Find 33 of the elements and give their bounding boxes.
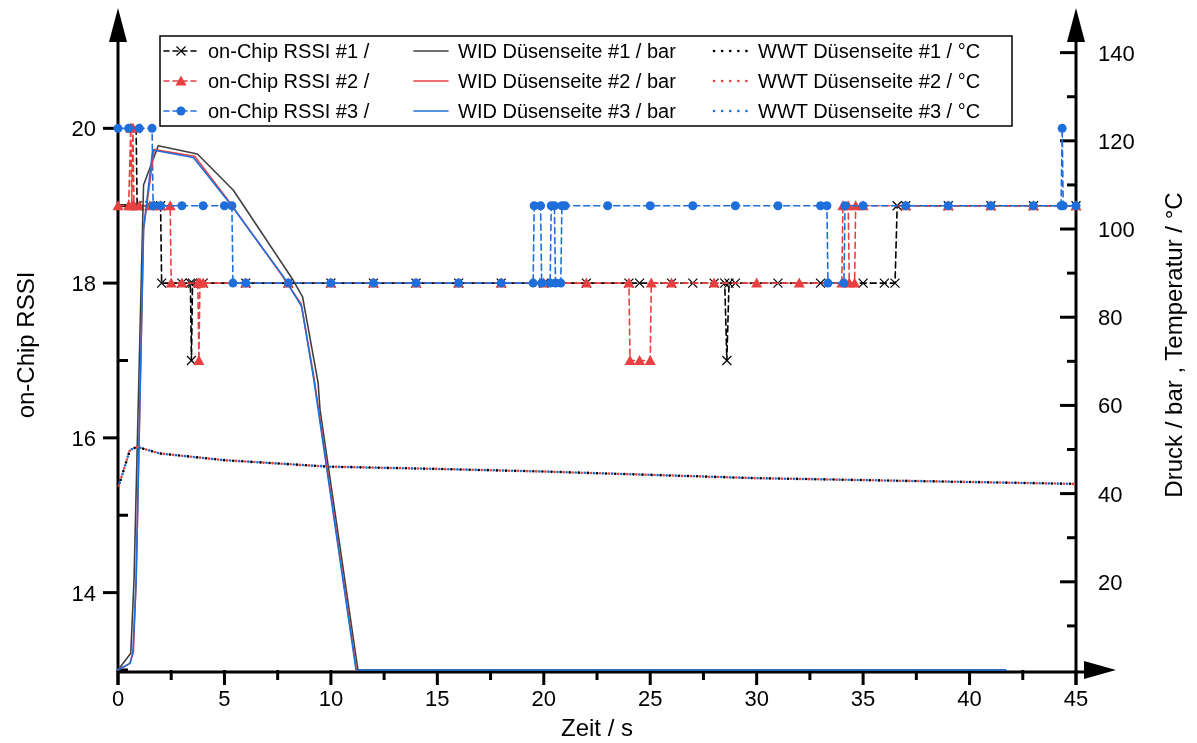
legend-label: WWT Düsenseite #1 / °C bbox=[758, 40, 981, 62]
y-tick-label: 18 bbox=[71, 271, 96, 297]
x-tick-label: 35 bbox=[850, 686, 876, 711]
y-axis-title: on-Chip RSSI bbox=[12, 271, 39, 419]
x-tick-label: 10 bbox=[318, 686, 344, 711]
legend-label: WWT Düsenseite #3 / °C bbox=[758, 100, 981, 122]
legend-label: on-Chip RSSI #1 / bbox=[208, 40, 370, 62]
legend-label: WWT Düsenseite #2 / °C bbox=[758, 70, 981, 92]
legend-label: WID Düsenseite #3 / bar bbox=[458, 100, 677, 122]
x-tick-label: 45 bbox=[1063, 686, 1089, 711]
y2-tick-label: 100 bbox=[1098, 217, 1135, 243]
x-tick-label: 20 bbox=[531, 686, 557, 711]
x-tick-label: 5 bbox=[218, 686, 231, 711]
y-tick-label: 16 bbox=[71, 425, 96, 451]
x-tick-label: 30 bbox=[744, 686, 769, 711]
x-tick-label: 25 bbox=[637, 686, 663, 711]
x-axis-title: Zeit / s bbox=[560, 714, 634, 741]
legend-label: WID Düsenseite #1 / bar bbox=[458, 40, 677, 62]
y2-tick-label: 120 bbox=[1098, 128, 1135, 154]
x-tick-label: 40 bbox=[957, 686, 982, 711]
legend-label: WID Düsenseite #2 / bar bbox=[458, 70, 677, 92]
y2-axis-title: Druck / bar , Temperatur / °C bbox=[1160, 192, 1187, 498]
y2-tick-label: 80 bbox=[1098, 305, 1123, 331]
y2-tick-label: 40 bbox=[1098, 481, 1123, 507]
y2-tick-label: 60 bbox=[1098, 393, 1123, 419]
legend-label: on-Chip RSSI #3 / bbox=[208, 100, 370, 122]
y2-tick-label: 20 bbox=[1098, 569, 1123, 595]
x-tick-label: 15 bbox=[425, 686, 450, 711]
legend-label: on-Chip RSSI #2 / bbox=[208, 70, 370, 92]
x-tick-label: 0 bbox=[111, 686, 125, 711]
y-tick-label: 14 bbox=[71, 580, 96, 606]
y2-tick-label: 140 bbox=[1098, 40, 1135, 66]
y-tick-label: 20 bbox=[71, 116, 96, 142]
